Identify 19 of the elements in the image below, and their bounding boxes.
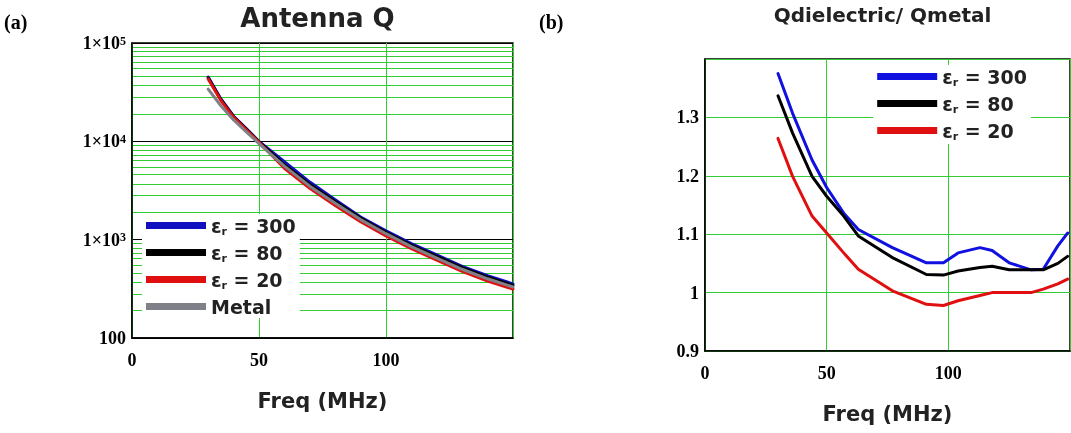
y-tick-label: 100 bbox=[99, 328, 126, 348]
y-tick-label: 1 bbox=[690, 282, 699, 303]
text: (b) bbox=[539, 11, 564, 34]
y-tick-label: 0.9 bbox=[676, 341, 699, 361]
x-tick-label: 100 bbox=[372, 350, 400, 370]
y-tick-label: 1.1 bbox=[676, 224, 699, 245]
y-tick-label: 1.2 bbox=[676, 165, 699, 186]
legend-label: Metal bbox=[211, 295, 272, 318]
x-tick-label: 50 bbox=[250, 350, 268, 370]
y-tick-label: 1.3 bbox=[676, 107, 699, 128]
text: (a) bbox=[4, 11, 28, 34]
x-axis-title: Freq (MHz) bbox=[822, 401, 953, 426]
x-axis-title: Freq (MHz) bbox=[257, 388, 388, 413]
x-tick-label: 0 bbox=[127, 350, 137, 370]
x-tick-label: 50 bbox=[817, 363, 836, 383]
x-tick-label: 100 bbox=[934, 363, 962, 383]
chart-title: Antenna Q bbox=[240, 3, 395, 33]
chart-title: Qdielectric/ Qmetal bbox=[773, 3, 992, 27]
x-tick-label: 0 bbox=[700, 363, 710, 383]
